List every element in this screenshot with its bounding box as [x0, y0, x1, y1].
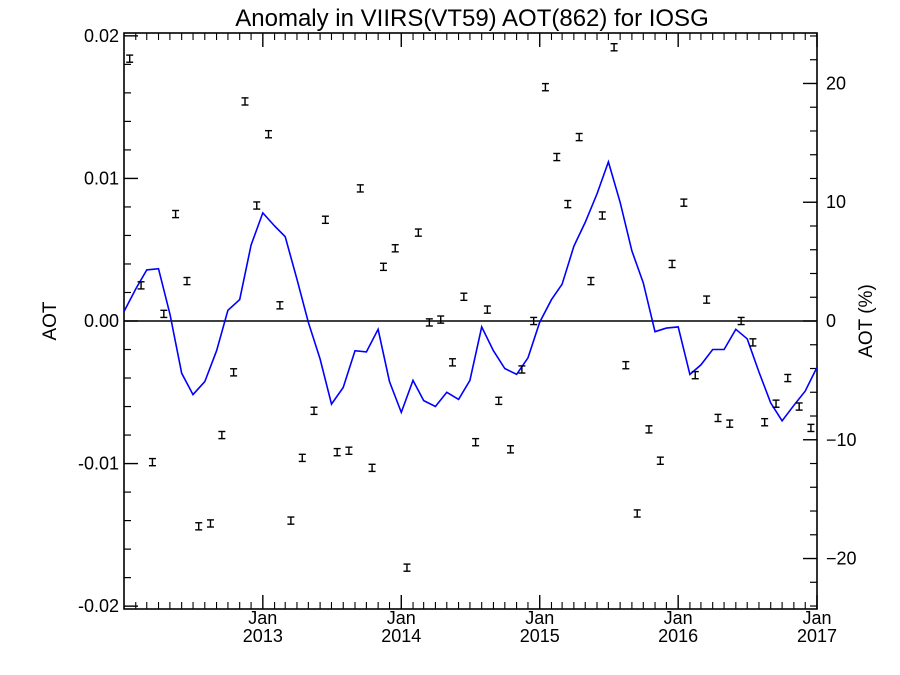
data-point [729, 423, 731, 425]
x-tick-label-month: Jan [387, 608, 416, 628]
data-point [787, 377, 789, 379]
y-tick-label-right: −20 [826, 549, 857, 569]
data-point [440, 318, 442, 321]
data-point [694, 374, 696, 376]
y-tick-label-right: 0 [826, 311, 836, 331]
data-point [533, 320, 535, 322]
data-point [290, 520, 292, 522]
x-tick-label-month: Jan [664, 608, 693, 628]
data-point [140, 284, 142, 286]
data-point [129, 58, 131, 60]
data-point [221, 434, 223, 436]
data-point [740, 320, 742, 322]
y-tick-label-right: −10 [826, 430, 857, 450]
data-point [625, 364, 627, 366]
data-point [394, 247, 396, 249]
data-point [659, 460, 661, 462]
x-tick-label-year: 2016 [658, 626, 698, 646]
x-tick-label-year: 2017 [797, 626, 837, 646]
data-point [578, 136, 580, 138]
data-point [348, 450, 350, 452]
data-point [186, 280, 188, 282]
data-point [683, 202, 685, 204]
data-point [359, 187, 361, 190]
data-point [521, 368, 523, 371]
data-point [256, 204, 258, 207]
data-point [301, 457, 303, 459]
data-point [556, 156, 558, 158]
data-point [798, 405, 800, 408]
data-point [324, 219, 327, 221]
data-point [544, 86, 547, 88]
data-point [601, 214, 603, 217]
data-point [267, 133, 270, 135]
data-point [671, 263, 673, 265]
data-point [371, 467, 373, 469]
y-tick-label-right: 20 [826, 73, 846, 93]
data-point [706, 299, 708, 301]
data-point [336, 451, 338, 453]
data-point [209, 522, 212, 525]
data-point [636, 512, 638, 515]
data-point [198, 525, 200, 527]
x-tick-label-year: 2013 [243, 626, 283, 646]
plot-area: 0.020.010.00-0.01-0.0220100−10−20Jan2013… [78, 26, 857, 646]
data-point [498, 400, 500, 402]
y-tick-label-left: 0.02 [84, 26, 119, 46]
x-tick-label-year: 2014 [381, 626, 421, 646]
y-axis-label-right: AOT (%) [856, 284, 877, 358]
data-point [717, 417, 719, 419]
y-axis-label-left: AOT [40, 301, 61, 340]
data-point [775, 403, 777, 405]
data-point [486, 308, 488, 311]
data-point [313, 410, 315, 412]
data-point [382, 266, 385, 268]
data-point [475, 441, 477, 443]
data-point [451, 361, 454, 363]
y-tick-label-left: 0.00 [84, 311, 119, 331]
data-point [590, 280, 592, 282]
chart-title: Anomaly in VIIRS(VT59) AOT(862) for IOSG [235, 5, 708, 32]
y-tick-label-right: 10 [826, 192, 846, 212]
series-line-percent [123, 159, 818, 423]
data-point [428, 321, 430, 324]
y-tick-label-left: 0.01 [84, 168, 119, 188]
x-tick-label-month: Jan [248, 608, 277, 628]
data-point [244, 100, 246, 103]
data-point [764, 421, 766, 423]
x-tick-label-month: Jan [802, 608, 831, 628]
data-point [752, 341, 754, 343]
y-tick-label-left: -0.02 [78, 596, 119, 616]
data-point [567, 203, 569, 205]
x-tick-label-month: Jan [525, 608, 554, 628]
x-tick-label-year: 2015 [520, 626, 560, 646]
data-point [279, 304, 281, 306]
data-point [810, 427, 812, 429]
data-point [613, 46, 615, 48]
data-point [463, 296, 465, 298]
data-point [151, 461, 154, 463]
data-point [648, 428, 650, 430]
y-tick-label-left: -0.01 [78, 454, 119, 474]
data-point [174, 213, 177, 215]
data-point [406, 567, 408, 569]
data-point [163, 313, 165, 315]
data-point [233, 371, 235, 373]
data-point [417, 232, 419, 234]
data-point [509, 448, 512, 450]
